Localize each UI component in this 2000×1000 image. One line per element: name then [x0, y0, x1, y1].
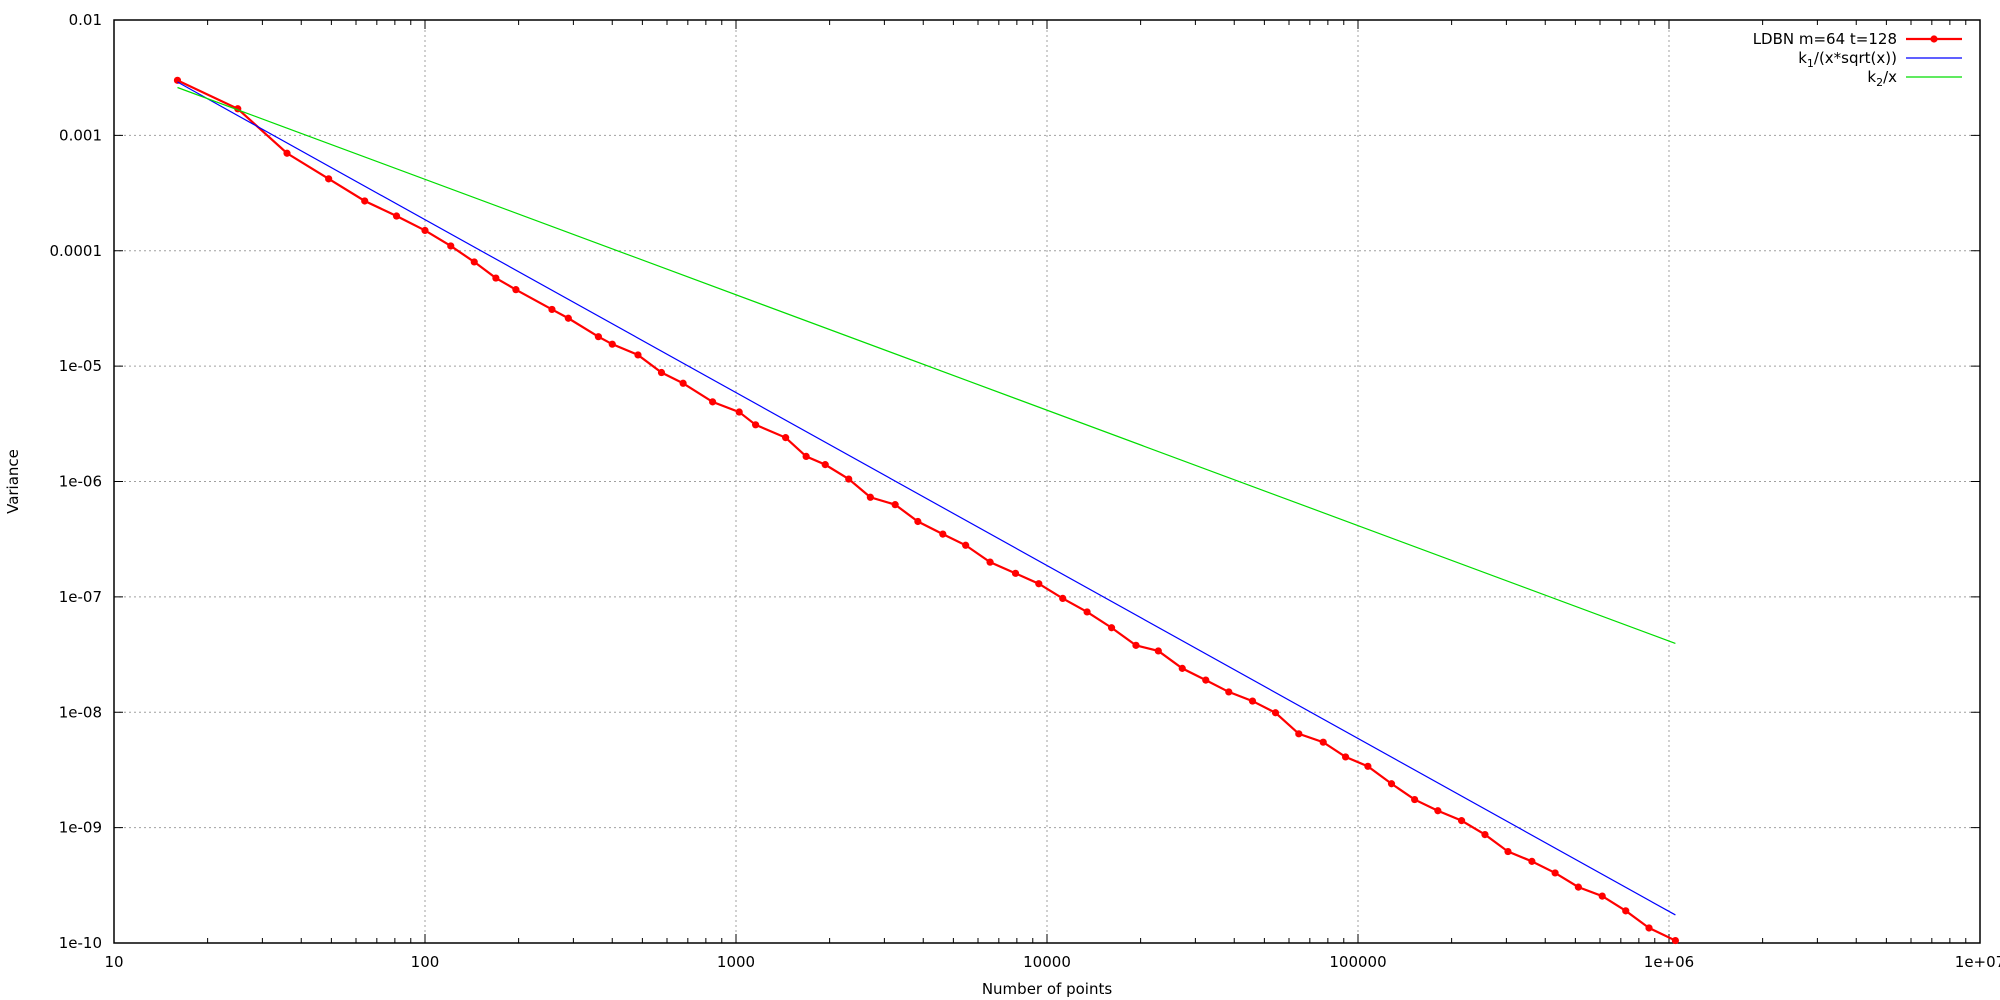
data-point	[361, 197, 369, 205]
data-point	[782, 434, 790, 442]
data-point	[392, 212, 401, 220]
data-point	[1341, 753, 1350, 761]
data-point	[891, 501, 899, 509]
y-tick-label: 1e-09	[59, 819, 102, 837]
x-tick-label: 1000	[717, 953, 755, 971]
data-point	[447, 242, 455, 250]
series-line	[177, 79, 1676, 942]
data-point	[1622, 907, 1630, 915]
data-point	[802, 452, 810, 461]
y-axis-label: Variance	[4, 449, 22, 514]
data-point	[325, 175, 333, 183]
data-point	[657, 368, 666, 377]
x-tick-label: 10	[104, 953, 123, 971]
series-line	[177, 86, 1676, 644]
data-point	[866, 493, 874, 501]
x-tick-label: 1e+06	[1644, 953, 1694, 971]
y-tick-label: 1e-06	[59, 473, 102, 491]
data-point	[283, 149, 291, 157]
data-point	[1574, 883, 1582, 891]
data-point	[1295, 730, 1303, 738]
series-1	[177, 81, 1676, 916]
data-point	[492, 274, 500, 282]
data-point	[709, 398, 717, 406]
data-point	[1035, 580, 1043, 588]
data-point	[594, 333, 602, 341]
data-point	[1178, 664, 1186, 672]
data-point	[986, 558, 994, 566]
data-point	[735, 408, 743, 416]
data-point	[1481, 831, 1489, 839]
y-tick-label: 0.0001	[50, 242, 103, 260]
data-point	[845, 475, 853, 483]
data-point	[608, 340, 616, 348]
y-tick-label: 1e-05	[59, 357, 102, 375]
data-point	[564, 314, 572, 322]
data-point	[548, 305, 556, 314]
data-point	[634, 351, 642, 359]
data-point	[173, 76, 182, 84]
data-point	[914, 517, 922, 526]
data-point	[1387, 780, 1396, 788]
y-tick-label: 1e-08	[59, 703, 102, 721]
data-point	[1671, 936, 1680, 945]
axis-ticks: 10 100 1000 10000 100000 1e+06 1e+07 1e-10 1e-09…	[50, 11, 2000, 971]
series-0	[173, 76, 1680, 945]
x-tick-label: 100000	[1329, 953, 1386, 971]
data-point	[1528, 857, 1536, 865]
data-point	[1271, 709, 1280, 717]
data-point	[1319, 738, 1327, 746]
x-tick-label: 10000	[1023, 953, 1071, 971]
data-point	[1059, 594, 1067, 603]
data-point	[1083, 608, 1091, 616]
data-point	[1645, 924, 1653, 932]
data-point	[751, 421, 760, 429]
data-point	[1504, 847, 1512, 856]
x-tick-label: 1e+07	[1955, 953, 2000, 971]
data-point	[1248, 697, 1257, 705]
y-tick-label: 0.01	[69, 11, 102, 29]
data-point	[1225, 688, 1233, 696]
data-point	[939, 530, 947, 538]
data-point	[821, 461, 829, 469]
series-2	[177, 86, 1676, 644]
series-group	[173, 76, 1680, 945]
data-point	[512, 286, 520, 294]
data-point	[1434, 807, 1442, 815]
data-point	[1107, 624, 1116, 632]
legend-marker	[1930, 35, 1938, 43]
data-point	[1364, 762, 1372, 770]
legend-label: k2/x	[1867, 68, 1897, 89]
data-point	[1202, 676, 1210, 684]
grid	[114, 20, 1980, 943]
series-line	[177, 81, 1676, 916]
data-point	[1132, 641, 1140, 649]
y-tick-label: 1e-10	[59, 934, 102, 952]
x-axis-label: Number of points	[982, 980, 1113, 998]
data-point	[1411, 795, 1419, 804]
data-point	[421, 226, 429, 235]
data-point	[962, 541, 970, 549]
legend-label: k1/(x*sqrt(x))	[1798, 49, 1897, 70]
x-tick-label: 100	[411, 953, 440, 971]
data-point	[1551, 869, 1559, 877]
y-tick-label: 0.001	[59, 126, 102, 144]
data-point	[1457, 817, 1466, 825]
data-point	[679, 379, 687, 387]
data-point	[1011, 569, 1020, 577]
data-point	[1154, 647, 1162, 655]
y-tick-label: 1e-07	[59, 588, 102, 606]
data-point	[470, 258, 478, 266]
data-point	[1598, 892, 1606, 900]
legend-label: LDBN m=64 t=128	[1753, 30, 1897, 48]
